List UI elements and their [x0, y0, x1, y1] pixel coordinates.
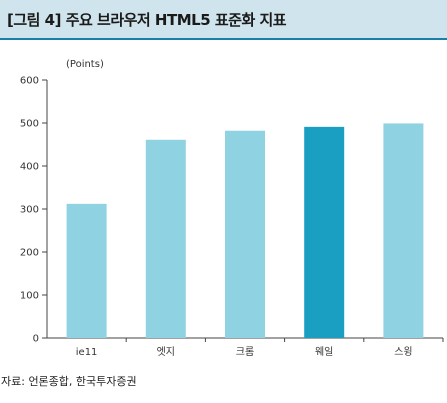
bar-크롬: [225, 130, 265, 338]
y-tick-label: 200: [20, 248, 39, 259]
chart-title: [그림 4] 주요 브라우저 HTML5 표준화 지표: [7, 11, 287, 29]
x-tick-label: 엣지: [157, 346, 175, 358]
bar-엣지: [145, 139, 186, 338]
y-tick-label: 300: [20, 205, 39, 216]
x-tick-label: ie11: [76, 347, 98, 358]
bar-웨일: [304, 126, 345, 339]
y-axis-unit-label: (Points): [66, 59, 104, 70]
bar-스윙: [383, 123, 424, 339]
y-tick-label: 0: [33, 334, 39, 345]
y-tick-label: 100: [20, 291, 39, 302]
x-tick-label: 스윙: [394, 346, 412, 358]
y-tick-label: 400: [20, 162, 39, 173]
x-tick-label: 웨일: [315, 346, 333, 358]
y-tick-label: 600: [20, 76, 39, 87]
source-note: 자료: 언론종합, 한국투자증권: [1, 375, 137, 388]
bar-ie11: [66, 203, 107, 338]
bar-chart: (Points) 0 100 200 300 400 500 600 ie11 엣지 크롬 웨일 스윙: [20, 59, 444, 358]
title-bar: [그림 4] 주요 브라우저 HTML5 표준화 지표: [0, 0, 447, 40]
x-tick-label: 크롬: [236, 346, 254, 358]
y-tick-label: 500: [20, 119, 39, 130]
